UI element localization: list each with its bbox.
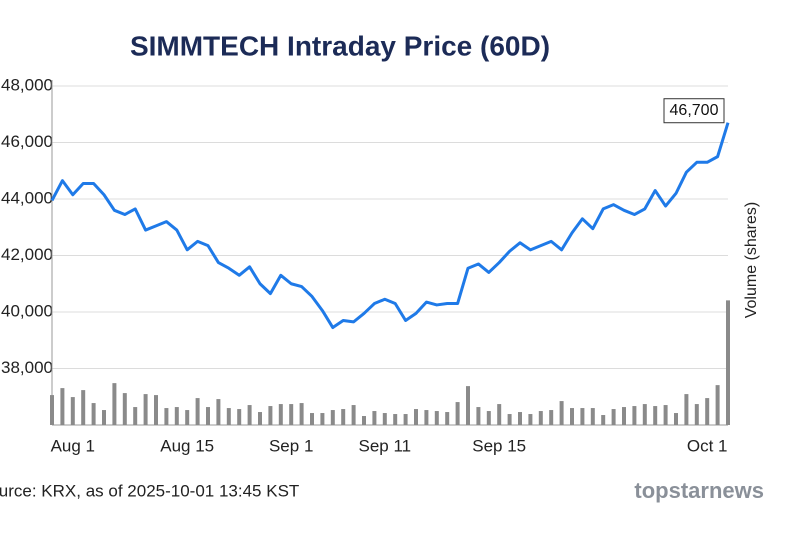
source-note: Source: KRX, as of 2025-10-01 13:45 KST (0, 481, 299, 500)
annotation-box (663, 98, 725, 124)
y-tick-label: 44,000 (1, 188, 53, 207)
volume-bar (611, 409, 616, 425)
volume-bar (445, 412, 450, 425)
volume-bar (476, 407, 481, 425)
volume-bar (382, 413, 387, 425)
volume-bar (705, 398, 710, 425)
volume-bar (268, 406, 273, 425)
volume-bar (715, 385, 720, 425)
volume-bar (424, 410, 429, 425)
volume-bar (632, 406, 637, 425)
volume-bar (174, 407, 179, 425)
volume-bar (247, 405, 252, 425)
volume-bar (434, 411, 439, 425)
volume-bar (112, 383, 117, 425)
x-tick-label: Oct 1 (687, 436, 728, 455)
volume-bar (154, 395, 158, 425)
volume-bar (653, 406, 658, 425)
volume-bar (185, 410, 190, 425)
volume-bar (455, 402, 460, 425)
volume-bar (580, 408, 585, 425)
volume-bar (642, 404, 647, 425)
volume-bar (362, 416, 366, 425)
volume-bar (726, 300, 730, 425)
volume-bar (590, 408, 595, 425)
volume-bar (299, 403, 304, 425)
volume-bar (50, 395, 54, 425)
volume-bar (393, 414, 398, 425)
volume-bar (507, 414, 512, 425)
volume-bar (372, 411, 377, 425)
y-tick-label: 42,000 (1, 245, 53, 264)
volume-bar (330, 410, 335, 425)
volume-bar (549, 410, 554, 425)
volume-bar (694, 404, 699, 425)
volume-bar (195, 398, 200, 425)
volume-bar (538, 411, 543, 425)
volume-bar (226, 408, 231, 425)
volume-bar (289, 404, 294, 425)
y2-axis-label: Volume (shares) (743, 202, 760, 319)
volume-bar (601, 415, 606, 425)
x-tick-label: Sep 1 (269, 436, 313, 455)
volume-bar (206, 407, 210, 425)
volume-bar (622, 407, 626, 425)
volume-bar (559, 401, 564, 425)
volume-bar (414, 409, 418, 425)
volume-bar (320, 413, 325, 425)
volume-bar (91, 403, 96, 425)
chart-title: SIMMTECH Intraday Price (60D) (130, 30, 550, 61)
x-tick-label: Aug 15 (160, 436, 214, 455)
volume-bar (403, 414, 408, 425)
volume-bar (497, 404, 502, 425)
volume-bar (341, 409, 346, 425)
y-tick-label: 40,000 (1, 301, 53, 320)
x-tick-label: Sep 11 (358, 436, 411, 455)
volume-bar (466, 386, 470, 425)
volume-bar (164, 408, 169, 425)
volume-bar (216, 399, 221, 425)
volume-bar (143, 394, 148, 425)
volume-bar (674, 413, 678, 425)
volume-bar (60, 388, 65, 425)
volume-bar (351, 405, 356, 425)
volume-bar (70, 397, 75, 425)
volume-bar (528, 414, 533, 425)
volume-bar (663, 405, 668, 425)
volume-bar (518, 412, 522, 425)
x-tick-label: Aug 1 (51, 436, 95, 455)
volume-bar (237, 409, 242, 425)
y-tick-label: 38,000 (1, 358, 53, 377)
volume-bar (570, 408, 574, 425)
volume-bar (486, 411, 491, 425)
y-tick-label: 48,000 (1, 75, 53, 94)
volume-bar (310, 413, 314, 425)
price-line (50, 122, 730, 330)
volume-bar (133, 407, 138, 425)
x-tick-label: Sep 15 (472, 436, 526, 455)
volume-bar (102, 410, 106, 425)
annotation-label: 46,700 (670, 102, 719, 119)
volume-bar (122, 393, 127, 425)
volume-bar (278, 404, 283, 425)
volume-bar (81, 390, 86, 425)
watermark: topstarnews (634, 478, 764, 503)
volume-bar (684, 394, 689, 425)
y-tick-label: 46,000 (1, 132, 53, 151)
volume-bar (258, 412, 262, 425)
